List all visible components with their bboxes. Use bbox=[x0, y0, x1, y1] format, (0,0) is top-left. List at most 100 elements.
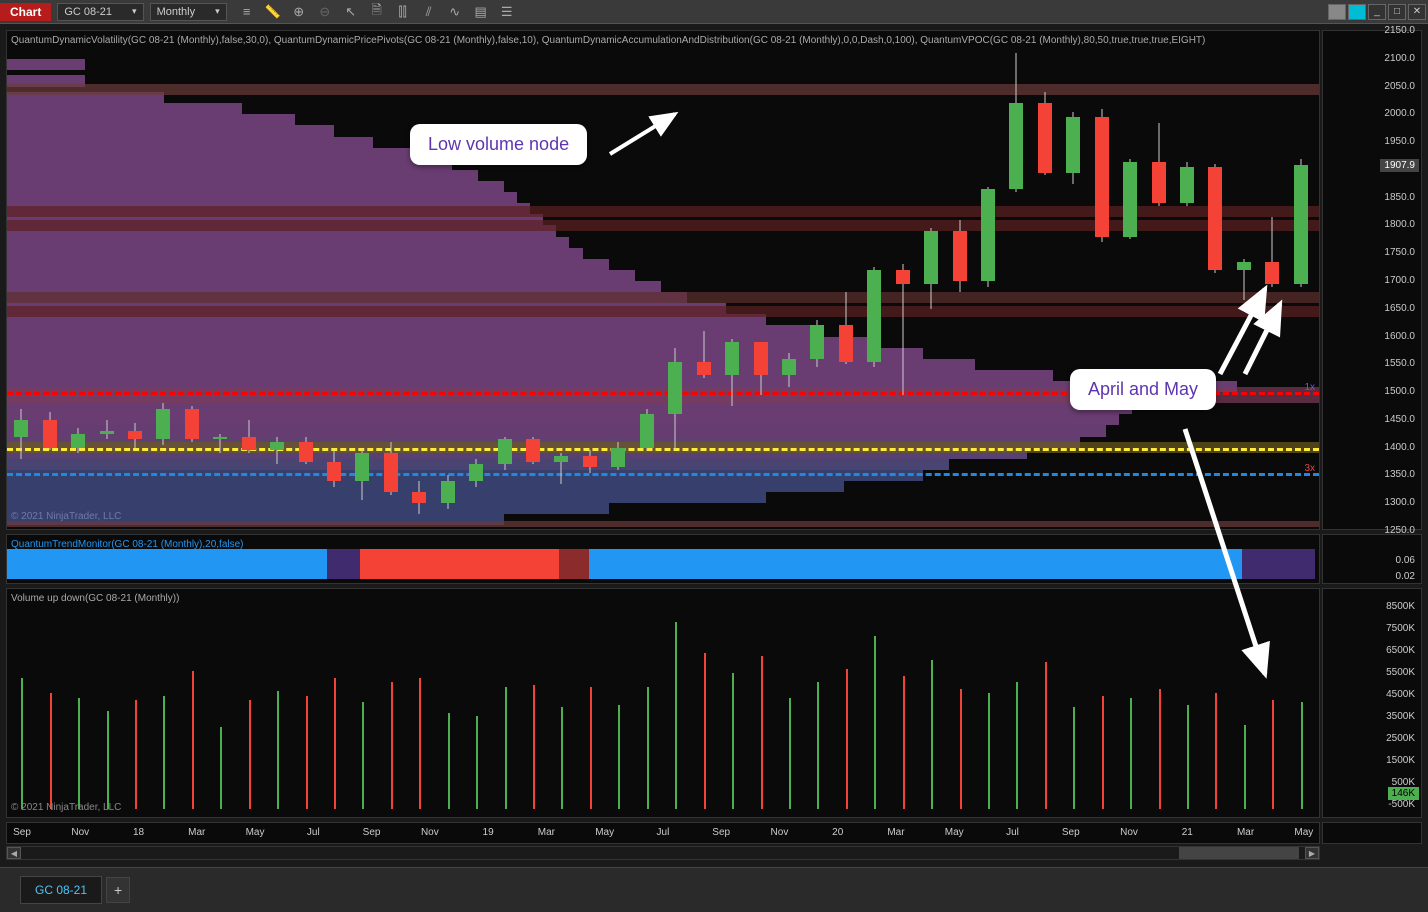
time-tick: Nov bbox=[771, 827, 789, 838]
candle bbox=[526, 31, 540, 531]
volume-bar bbox=[618, 705, 620, 809]
candle bbox=[981, 31, 995, 531]
candle bbox=[327, 31, 341, 531]
current-price-marker: 1907.9 bbox=[1380, 159, 1419, 172]
doc-icon[interactable]: 🗎 bbox=[369, 4, 385, 20]
cursor-icon[interactable]: ↖ bbox=[343, 4, 359, 20]
volume-tick: 1500K bbox=[1386, 755, 1415, 766]
scroll-right-icon[interactable]: ▶ bbox=[1305, 847, 1319, 859]
price-tick: 2050.0 bbox=[1384, 81, 1415, 92]
window-controls: _ □ ✕ bbox=[1328, 4, 1426, 20]
volume-bar bbox=[419, 678, 421, 809]
symbol-dropdown[interactable]: GC 08-21 bbox=[57, 3, 143, 21]
volume-bar bbox=[1159, 689, 1161, 809]
chart-label: Chart bbox=[0, 3, 51, 21]
trend-block bbox=[7, 549, 327, 579]
time-tick: May bbox=[595, 827, 614, 838]
time-tick: Sep bbox=[363, 827, 381, 838]
volume-bar bbox=[903, 676, 905, 809]
chart-icon[interactable]: ⫽ bbox=[421, 4, 437, 20]
volume-bar bbox=[192, 671, 194, 809]
candle bbox=[1066, 31, 1080, 531]
callout-lvn: Low volume node bbox=[410, 124, 587, 165]
timeframe-value: Monthly bbox=[157, 6, 196, 18]
data-icon[interactable]: ⫿⫿ bbox=[395, 4, 411, 20]
volume-bar bbox=[476, 716, 478, 809]
volume-bar bbox=[960, 689, 962, 809]
time-tick: Jul bbox=[1006, 827, 1019, 838]
candle bbox=[71, 31, 85, 531]
volume-bar bbox=[220, 727, 222, 809]
trend-tick: 0.02 bbox=[1396, 571, 1415, 582]
volume-bar bbox=[107, 711, 109, 809]
candle bbox=[412, 31, 426, 531]
time-tick: Nov bbox=[421, 827, 439, 838]
box-icon[interactable]: ▤ bbox=[473, 4, 489, 20]
arrow-am2-icon bbox=[1180, 424, 1280, 684]
candle bbox=[441, 31, 455, 531]
scrollbar[interactable]: ◀ ▶ bbox=[6, 846, 1320, 860]
volume-panel[interactable]: Volume up down(GC 08-21 (Monthly)) © 202… bbox=[6, 588, 1320, 818]
candle bbox=[242, 31, 256, 531]
ruler-icon[interactable]: 📏 bbox=[265, 4, 281, 20]
candle bbox=[697, 31, 711, 531]
volume-bar bbox=[874, 636, 876, 809]
price-tick: 1350.0 bbox=[1384, 469, 1415, 480]
scroll-thumb[interactable] bbox=[1179, 847, 1299, 859]
price-axis[interactable]: 1250.01300.01350.01400.01450.01500.01550… bbox=[1322, 30, 1422, 530]
candle bbox=[554, 31, 568, 531]
volume-bar bbox=[448, 713, 450, 809]
candle bbox=[839, 31, 853, 531]
win-btn-2[interactable] bbox=[1348, 4, 1366, 20]
tab-symbol[interactable]: GC 08-21 bbox=[20, 876, 102, 904]
candle bbox=[924, 31, 938, 531]
trend-block bbox=[589, 549, 1242, 579]
callout-april-may: April and May bbox=[1070, 369, 1216, 410]
volume-tick: 4500K bbox=[1386, 689, 1415, 700]
volume-bar bbox=[334, 678, 336, 809]
price-tick: 1600.0 bbox=[1384, 331, 1415, 342]
candle bbox=[1009, 31, 1023, 531]
timeframe-dropdown[interactable]: Monthly bbox=[150, 3, 227, 21]
candle bbox=[498, 31, 512, 531]
trend-panel[interactable]: QuantumTrendMonitor(GC 08-21 (Monthly),2… bbox=[6, 534, 1320, 584]
price-tick: 1650.0 bbox=[1384, 303, 1415, 314]
volume-tick: 8500K bbox=[1386, 601, 1415, 612]
bars-icon[interactable]: ≡ bbox=[239, 4, 255, 20]
line-icon[interactable]: ∿ bbox=[447, 4, 463, 20]
time-tick: 21 bbox=[1182, 827, 1193, 838]
volume-bar bbox=[391, 682, 393, 809]
volume-tick: 6500K bbox=[1386, 645, 1415, 656]
zoom-out-icon[interactable]: ⊖ bbox=[317, 4, 333, 20]
scroll-left-icon[interactable]: ◀ bbox=[7, 847, 21, 859]
marker-3x: 3x bbox=[1304, 463, 1315, 474]
list-icon[interactable]: ☰ bbox=[499, 4, 515, 20]
minimize-button[interactable]: _ bbox=[1368, 4, 1386, 20]
candle bbox=[1095, 31, 1109, 531]
time-tick: Sep bbox=[712, 827, 730, 838]
candle bbox=[299, 31, 313, 531]
trend-axis: 0.020.06 bbox=[1322, 534, 1422, 584]
volume-bar bbox=[533, 685, 535, 809]
zoom-in-icon[interactable]: ⊕ bbox=[291, 4, 307, 20]
candle bbox=[953, 31, 967, 531]
volume-bar bbox=[505, 687, 507, 809]
volume-bar bbox=[21, 678, 23, 809]
candle bbox=[1123, 31, 1137, 531]
volume-bar bbox=[306, 696, 308, 809]
price-tick: 1450.0 bbox=[1384, 414, 1415, 425]
volume-bar bbox=[675, 622, 677, 809]
candle bbox=[867, 31, 881, 531]
copyright-text: © 2021 NinjaTrader, LLC bbox=[11, 802, 121, 813]
tab-add-button[interactable]: + bbox=[106, 877, 130, 903]
candle bbox=[896, 31, 910, 531]
volume-bar bbox=[561, 707, 563, 809]
candle bbox=[14, 31, 28, 531]
time-axis[interactable]: SepNov18MarMayJulSepNov19MarMayJulSepNov… bbox=[6, 822, 1320, 844]
volume-bar bbox=[1130, 698, 1132, 809]
win-btn-1[interactable] bbox=[1328, 4, 1346, 20]
volume-bar bbox=[590, 687, 592, 809]
volume-bar bbox=[846, 669, 848, 809]
close-button[interactable]: ✕ bbox=[1408, 4, 1426, 20]
maximize-button[interactable]: □ bbox=[1388, 4, 1406, 20]
